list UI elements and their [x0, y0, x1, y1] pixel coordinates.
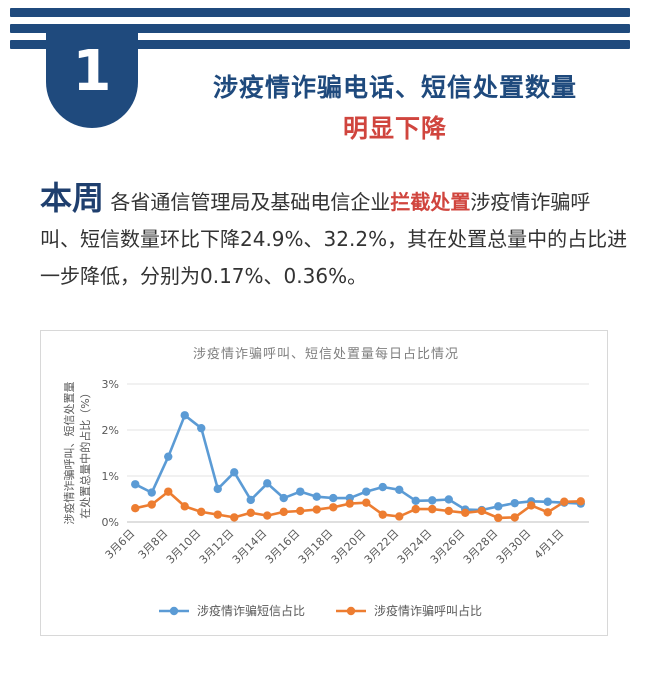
x-tick-label: 3月20日	[329, 527, 369, 567]
x-tick-label: 3月28日	[461, 527, 501, 567]
data-point	[411, 496, 420, 506]
chart-title: 涉疫情诈骗呼叫、短信处置量每日占比情况	[193, 346, 459, 362]
data-point	[461, 508, 470, 517]
data-point	[362, 487, 371, 496]
heading-line-2: 明显下降	[342, 114, 447, 143]
data-point	[510, 498, 519, 508]
series-line	[135, 490, 581, 520]
data-point	[411, 504, 420, 514]
x-tick-label: 3月14日	[230, 527, 270, 567]
data-point	[395, 512, 404, 521]
data-point	[543, 508, 552, 517]
heading-line-1: 涉疫情诈骗电话、短信处置数量	[212, 73, 577, 102]
y-tick-label: 3%	[102, 378, 119, 391]
x-tick-label: 3月30日	[494, 527, 534, 567]
y-axis-label-line-2: 在处置总量中的占比（%）	[78, 387, 92, 518]
legend: 涉疫情诈骗短信占比 涉疫情诈骗呼叫占比	[159, 603, 482, 618]
lead-word: 本周	[40, 179, 105, 217]
legend-entry: 涉疫情诈骗短信占比	[197, 603, 305, 618]
highlight-text: 拦截处置	[390, 190, 471, 214]
x-tick-label: 3月10日	[164, 527, 204, 567]
summary-paragraph: 本周 各省通信管理局及基础电信企业拦截处置涉疫情诈骗呼叫、短信数量环比下降24.…	[40, 180, 628, 295]
y-tick-labels: 0% 1% 2% 3%	[102, 378, 119, 529]
data-point	[312, 505, 321, 514]
data-point	[279, 493, 288, 503]
x-tick-labels: 3月6日3月8日3月10日3月12日3月14日3月16日3月18日3月20日3月…	[103, 527, 567, 567]
data-point	[230, 513, 239, 522]
data-point	[180, 502, 189, 511]
data-point	[560, 497, 569, 506]
x-tick-label: 3月16日	[263, 527, 303, 567]
data-point	[543, 497, 552, 506]
data-point	[164, 452, 173, 461]
data-point	[576, 497, 585, 506]
data-point	[510, 513, 519, 522]
data-point	[279, 507, 288, 517]
data-point	[197, 423, 206, 433]
data-point	[131, 504, 140, 513]
chart-container: 涉疫情诈骗呼叫、短信处置量每日占比情况 涉疫情诈骗呼叫、短信处置量 在处置总量中…	[40, 330, 608, 636]
x-tick-label: 3月22日	[362, 527, 402, 567]
header-stripes	[0, 0, 650, 60]
data-point	[395, 485, 404, 494]
data-point	[180, 411, 189, 420]
x-tick-label: 4月1日	[532, 527, 567, 562]
data-point	[147, 488, 156, 497]
data-point	[296, 506, 305, 516]
data-point	[246, 495, 255, 505]
data-point	[477, 506, 486, 516]
line-chart: 涉疫情诈骗呼叫、短信处置量每日占比情况 涉疫情诈骗呼叫、短信处置量 在处置总量中…	[62, 346, 589, 618]
stripe	[10, 40, 630, 49]
y-tick-label: 1%	[102, 470, 119, 483]
section-number: 1	[72, 39, 112, 104]
data-point	[263, 511, 272, 520]
paragraph-text-2: 涉疫情诈骗呼叫、短信数量环比下降24.9%、32.2%，其在处置总量中的占比进一…	[40, 190, 628, 288]
data-point	[345, 499, 354, 508]
x-tick-label: 3月24日	[395, 527, 435, 567]
data-point	[197, 507, 206, 517]
data-point	[312, 492, 321, 501]
legend-swatch-marker	[346, 606, 356, 616]
data-point	[230, 468, 239, 477]
data-point	[263, 479, 272, 488]
x-tick-label: 3月18日	[296, 527, 336, 567]
data-point	[444, 506, 453, 516]
y-tick-label: 0%	[102, 516, 119, 529]
stripe	[10, 8, 630, 17]
data-point	[213, 510, 222, 519]
data-point	[164, 487, 173, 496]
data-point	[329, 493, 338, 503]
data-point	[213, 484, 222, 494]
data-point	[494, 502, 503, 511]
y-axis-label-line-1: 涉疫情诈骗呼叫、短信处置量	[62, 382, 76, 525]
stripe	[10, 24, 630, 33]
data-point	[378, 482, 387, 492]
paragraph-text-1: 各省通信管理局及基础电信企业	[110, 190, 391, 214]
data-point	[296, 487, 305, 496]
data-point	[246, 508, 255, 517]
section-number-badge: 1	[46, 28, 138, 128]
legend-entry: 涉疫情诈骗呼叫占比	[374, 603, 482, 618]
x-tick-label: 3月12日	[197, 527, 237, 567]
x-tick-label: 3月6日	[103, 527, 138, 562]
data-point	[444, 495, 453, 504]
data-point	[362, 498, 371, 507]
x-tick-label: 3月26日	[428, 527, 468, 567]
series-line	[134, 414, 581, 512]
data-point	[428, 504, 437, 514]
legend-swatch-marker	[169, 606, 179, 616]
data-point	[527, 501, 536, 510]
data-point	[428, 496, 437, 505]
data-point	[494, 513, 503, 523]
data-point	[329, 503, 338, 512]
data-point	[131, 480, 140, 489]
data-point	[147, 500, 156, 509]
series-lines	[134, 414, 581, 520]
series-points	[131, 411, 585, 523]
y-tick-label: 2%	[102, 424, 119, 437]
data-point	[378, 510, 387, 519]
